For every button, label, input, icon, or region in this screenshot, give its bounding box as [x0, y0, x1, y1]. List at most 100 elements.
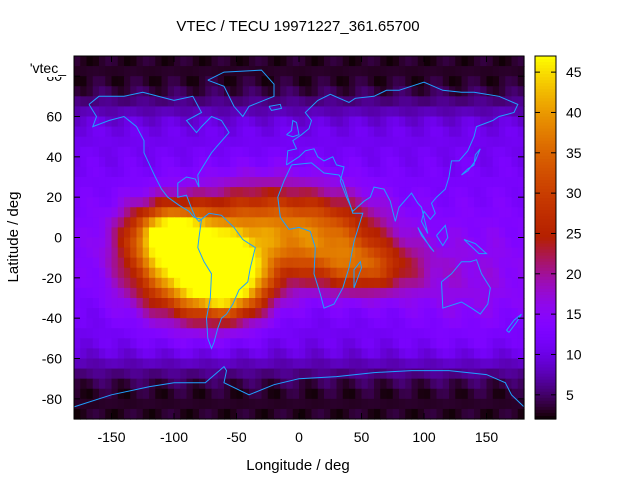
heatmap-cell — [286, 247, 294, 259]
heatmap-cell — [374, 106, 381, 118]
heatmap-cell — [149, 56, 156, 67]
heatmap-cell — [467, 267, 475, 279]
heatmap-cell — [367, 318, 375, 329]
heatmap-cell — [355, 287, 363, 299]
heatmap-cell — [324, 408, 331, 420]
heatmap-cell — [180, 116, 188, 128]
heatmap-cell — [136, 328, 144, 339]
heatmap-cell — [386, 177, 394, 188]
heatmap-cell — [180, 408, 188, 420]
heatmap-cell — [499, 197, 506, 208]
heatmap-cell — [355, 86, 363, 97]
heatmap-cell — [180, 398, 188, 410]
heatmap-cell — [355, 308, 363, 319]
heatmap-cell — [99, 187, 106, 198]
heatmap-cell — [205, 56, 213, 67]
heatmap-cell — [174, 217, 181, 229]
heatmap-cell — [136, 56, 144, 67]
heatmap-cell — [392, 267, 400, 279]
heatmap-cell — [392, 177, 400, 188]
heatmap-cell — [336, 156, 344, 168]
heatmap-cell — [436, 308, 444, 319]
heatmap-cell — [261, 378, 269, 390]
heatmap-cell — [242, 247, 250, 259]
heatmap-cell — [349, 388, 356, 400]
heatmap-cell — [367, 227, 375, 239]
heatmap-cell — [142, 197, 150, 208]
heatmap-cell — [467, 408, 475, 420]
heatmap-cell — [292, 408, 300, 420]
heatmap-cell — [99, 348, 106, 360]
heatmap-cell — [517, 126, 525, 138]
heatmap-cell — [267, 398, 275, 410]
colorbar-cell — [535, 180, 556, 184]
heatmap-cell — [467, 388, 475, 400]
heatmap-cell — [261, 217, 269, 229]
heatmap-cell — [149, 237, 156, 249]
heatmap-cell — [267, 106, 275, 118]
heatmap-cell — [86, 247, 94, 259]
heatmap-cell — [249, 207, 256, 218]
heatmap-cell — [486, 328, 494, 339]
heatmap-cell — [349, 197, 356, 208]
heatmap-cell — [367, 66, 375, 77]
heatmap-cell — [367, 308, 375, 319]
heatmap-cell — [161, 318, 169, 329]
heatmap-cell — [330, 187, 338, 198]
heatmap-cell — [467, 187, 475, 198]
heatmap-cell — [286, 76, 294, 87]
heatmap-cell — [155, 197, 163, 208]
heatmap-cell — [74, 156, 81, 168]
heatmap-cell — [386, 328, 394, 339]
heatmap-cell — [361, 408, 369, 420]
heatmap-cell — [80, 368, 88, 380]
heatmap-cell — [161, 398, 169, 410]
heatmap-cell — [80, 247, 88, 259]
heatmap-cell — [74, 96, 81, 108]
heatmap-cell — [236, 146, 244, 158]
heatmap-cell — [111, 368, 119, 380]
heatmap-cell — [461, 56, 469, 67]
heatmap-cell — [511, 227, 519, 239]
heatmap-cell — [99, 227, 106, 239]
heatmap-cell — [499, 398, 506, 410]
heatmap-cell — [499, 166, 506, 178]
heatmap-cell — [205, 328, 213, 339]
heatmap-cell — [474, 197, 481, 208]
heatmap-cell — [74, 318, 81, 329]
heatmap-cell — [149, 287, 156, 299]
heatmap-cell — [230, 116, 238, 128]
colorbar-cell — [535, 252, 556, 257]
heatmap-cell — [474, 76, 481, 87]
heatmap-cell — [211, 247, 219, 259]
heatmap-cell — [199, 398, 206, 410]
heatmap-cell — [299, 106, 306, 118]
heatmap-cell — [449, 408, 456, 420]
heatmap-cell — [442, 247, 450, 259]
heatmap-cell — [167, 96, 175, 108]
heatmap-cell — [180, 166, 188, 178]
heatmap-cell — [324, 318, 331, 329]
heatmap-cell — [117, 287, 125, 299]
heatmap-cell — [255, 217, 263, 229]
heatmap-cell — [461, 86, 469, 97]
heatmap-cell — [255, 338, 263, 350]
heatmap-cell — [80, 227, 88, 239]
heatmap-cell — [280, 338, 288, 350]
heatmap-cell — [111, 378, 119, 390]
colorbar-cell — [535, 219, 556, 223]
heatmap-cell — [255, 348, 263, 360]
heatmap-cell — [249, 136, 256, 148]
heatmap-cell — [242, 177, 250, 188]
heatmap-cell — [80, 56, 88, 67]
heatmap-cell — [99, 308, 106, 319]
heatmap-cell — [317, 378, 325, 390]
heatmap-cell — [292, 287, 300, 299]
heatmap-cell — [505, 287, 513, 299]
heatmap-cell — [399, 237, 406, 249]
heatmap-cell — [142, 86, 150, 97]
heatmap-cell — [486, 166, 494, 178]
heatmap-cell — [399, 298, 406, 309]
heatmap-cell — [499, 106, 506, 118]
heatmap-cell — [186, 247, 194, 259]
